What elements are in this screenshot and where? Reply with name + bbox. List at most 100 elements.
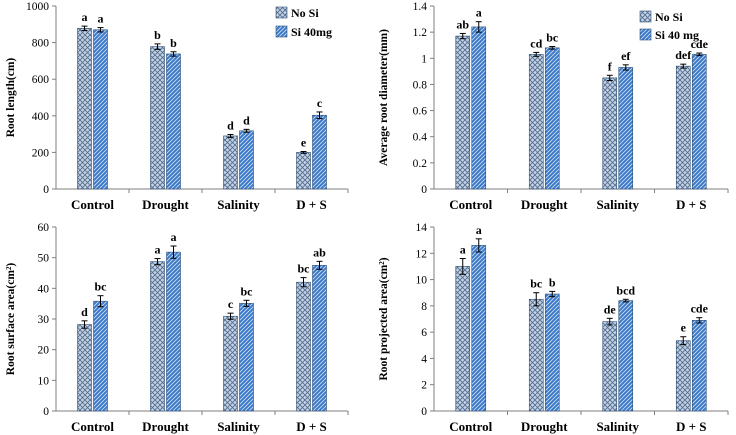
significance-letter: a bbox=[476, 6, 482, 20]
significance-letter: ef bbox=[621, 49, 631, 63]
category-label: D + S bbox=[296, 197, 327, 212]
y-tick-label: 10 bbox=[38, 375, 50, 387]
chart-panel: 0 10 20 30 40 50 60 Root surface area(cm²) Contr… bbox=[5, 222, 349, 434]
significance-letter: bc bbox=[241, 284, 254, 298]
bar-no-si bbox=[528, 54, 544, 190]
bar-no-si bbox=[223, 135, 238, 190]
category-label: Control bbox=[71, 197, 114, 212]
bar-no-si bbox=[296, 152, 311, 190]
y-tick-label: 40 bbox=[38, 283, 50, 295]
significance-letter: f bbox=[608, 59, 613, 73]
significance-letter: bc bbox=[530, 277, 543, 291]
y-axis-label: Root surface area(cm²) bbox=[5, 263, 17, 376]
significance-letter: bc bbox=[546, 31, 559, 45]
bar-no-si bbox=[528, 298, 544, 412]
y-tick-label: 20 bbox=[38, 345, 50, 357]
significance-letter: bc bbox=[298, 262, 311, 276]
y-tick-label: 200 bbox=[32, 147, 50, 159]
significance-letter: d bbox=[81, 305, 88, 319]
bar-no-si bbox=[223, 315, 238, 412]
y-tick-label: 800 bbox=[32, 38, 50, 50]
category-label: D + S bbox=[676, 419, 707, 434]
y-tick-label: 0.8 bbox=[413, 79, 428, 91]
bar-si-40mg bbox=[544, 293, 560, 412]
category-label: Drought bbox=[142, 197, 189, 212]
y-tick-label: 4 bbox=[421, 353, 427, 365]
category-label: Drought bbox=[521, 419, 568, 434]
y-axis-label: Root projected area(cm²) bbox=[378, 257, 390, 380]
bar-si-40mg bbox=[239, 130, 254, 190]
significance-letter: d bbox=[227, 118, 234, 132]
bar-no-si bbox=[602, 321, 618, 412]
bar-si-40mg bbox=[312, 265, 327, 412]
y-tick-label: 8 bbox=[421, 301, 427, 313]
legend-label: Si 40 mg bbox=[655, 28, 699, 42]
bar-si-40mg bbox=[166, 53, 181, 190]
significance-letter: d bbox=[243, 113, 250, 127]
category-label: Drought bbox=[521, 197, 568, 212]
category-label: D + S bbox=[676, 197, 707, 212]
bar-si-40mg bbox=[691, 54, 707, 190]
category-label: Salinity bbox=[596, 197, 639, 212]
significance-letter: b bbox=[170, 36, 177, 50]
significance-letter: c bbox=[228, 297, 234, 311]
y-tick-label: 1000 bbox=[26, 1, 49, 13]
significance-letter: bcd bbox=[616, 283, 635, 297]
y-tick-label: 1 bbox=[421, 53, 427, 65]
y-tick-label: 0.4 bbox=[413, 132, 428, 144]
significance-letter: a bbox=[476, 223, 482, 237]
bar-no-si bbox=[675, 340, 691, 412]
y-tick-label: 0 bbox=[43, 406, 49, 418]
bar-si-40mg bbox=[93, 29, 108, 190]
bar-si-40mg bbox=[312, 114, 327, 190]
bar-si-40mg bbox=[544, 47, 560, 190]
significance-letter: a bbox=[460, 243, 466, 257]
significance-letter: a bbox=[82, 10, 88, 24]
category-label: D + S bbox=[296, 419, 327, 434]
legend: No Si Si 40mg bbox=[275, 6, 332, 39]
legend-label: No Si bbox=[291, 6, 319, 20]
category-label: Salinity bbox=[217, 419, 260, 434]
chart-panel: 0 200 400 600 800 1000 Root length(cm) Control a… bbox=[5, 1, 349, 212]
y-tick-label: 0 bbox=[421, 184, 427, 196]
y-tick-label: 0 bbox=[43, 184, 49, 196]
bar-no-si bbox=[455, 35, 471, 190]
legend-swatch-si-40mg bbox=[639, 28, 652, 41]
y-tick-label: 0 bbox=[421, 406, 427, 418]
y-tick-label: 1.2 bbox=[413, 27, 428, 39]
y-tick-label: 60 bbox=[38, 222, 50, 234]
bar-si-40mg bbox=[618, 300, 634, 412]
significance-letter: e bbox=[301, 135, 307, 149]
legend-label: Si 40mg bbox=[291, 25, 332, 39]
y-tick-label: 12 bbox=[416, 248, 428, 260]
significance-letter: de bbox=[604, 302, 617, 316]
significance-letter: b bbox=[549, 275, 556, 289]
category-label: Salinity bbox=[596, 419, 639, 434]
y-tick-label: 50 bbox=[38, 253, 50, 265]
bar-no-si bbox=[77, 28, 92, 190]
bar-si-40mg bbox=[471, 245, 487, 412]
bar-no-si bbox=[296, 281, 311, 412]
y-axis-label: Root length(cm) bbox=[5, 58, 17, 138]
y-tick-label: 600 bbox=[32, 74, 50, 86]
y-tick-label: 1.4 bbox=[413, 1, 428, 13]
bar-no-si bbox=[602, 77, 618, 190]
bar-si-40mg bbox=[166, 251, 181, 412]
bar-si-40mg bbox=[691, 320, 707, 412]
legend-swatch-no-si bbox=[275, 6, 288, 19]
bar-si-40mg bbox=[471, 26, 487, 190]
significance-letter: e bbox=[681, 321, 687, 335]
bar-si-40mg bbox=[239, 303, 254, 412]
significance-letter: b bbox=[154, 28, 161, 42]
bar-no-si bbox=[150, 261, 165, 412]
significance-letter: a bbox=[171, 230, 177, 244]
y-tick-label: 0.6 bbox=[413, 106, 428, 118]
significance-letter: c bbox=[317, 96, 323, 110]
y-tick-label: 2 bbox=[421, 380, 427, 392]
y-axis-label: Average root diameter(mm) bbox=[378, 29, 390, 166]
bar-si-40mg bbox=[93, 300, 108, 412]
significance-letter: cd bbox=[530, 36, 542, 50]
category-label: Control bbox=[71, 419, 114, 434]
bar-si-40mg bbox=[618, 67, 634, 190]
